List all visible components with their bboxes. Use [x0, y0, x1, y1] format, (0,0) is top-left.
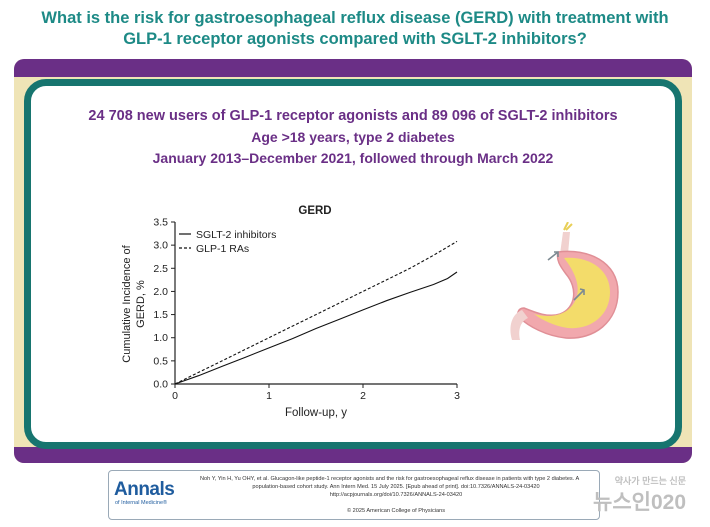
citation-line-2: population-based cohort study. Ann Inter…	[252, 484, 540, 490]
citation-text: Noh Y, Yin H, Yu OHY, et al. Glucagon-li…	[200, 475, 592, 499]
duodenum-shape	[510, 310, 528, 340]
reflux-splash-icon	[563, 222, 573, 231]
study-population: 24 708 new users of GLP-1 receptor agoni…	[88, 108, 618, 124]
legend-label: GLP-1 RAs	[196, 243, 249, 255]
y-axis-label-line-1: Cumulative Incidence of	[121, 244, 133, 362]
gerd-chart: GERD 0 1 2 3 0.0 0.5 1.0 1.5 2.0 2.5 3.0 3.5 SGLT-2 …	[121, 205, 460, 419]
x-tick-label: 0	[172, 390, 178, 402]
band-top-stripe	[14, 59, 692, 77]
watermark-logo: 뉴스인020	[593, 491, 686, 514]
y-tick-label: 1.0	[153, 332, 168, 344]
esophagus-shape	[560, 232, 570, 254]
study-period: January 2013–December 2021, followed thr…	[152, 150, 554, 166]
watermark: 약사가 만드는 신문 뉴스인020	[593, 474, 686, 516]
arrow-icon	[573, 288, 585, 301]
stomach-acid-icon	[534, 257, 610, 329]
series-line-glp1	[174, 240, 458, 385]
y-tick-label: 0.5	[153, 355, 168, 367]
series-line-sglt2	[174, 271, 458, 385]
watermark-tagline: 약사가 만드는 신문	[614, 476, 686, 486]
stomach-illustration	[510, 222, 619, 340]
legend-label: SGLT-2 inhibitors	[196, 229, 276, 241]
y-tick-label: 3.5	[153, 217, 168, 229]
arrow-icon	[547, 251, 559, 261]
citation-box	[108, 470, 600, 520]
y-axis-label-line-2: GERD, %	[135, 280, 147, 328]
x-tick-label: 2	[360, 390, 366, 402]
page-title: What is the risk for gastroesophageal re…	[0, 8, 710, 50]
chart-title: GERD	[298, 205, 331, 217]
copyright: © 2025 American College of Physicians	[346, 508, 446, 514]
title-line-2: GLP-1 receptor agonists compared with SG…	[123, 30, 587, 48]
y-tick-label: 0.0	[153, 379, 168, 391]
x-tick-label: 3	[454, 390, 460, 402]
x-axis-label: Follow-up, y	[285, 407, 347, 419]
journal-logo: Annals	[114, 479, 175, 500]
y-tick-label: 3.0	[153, 240, 168, 252]
citation-line-3: http://acpjournals.org/doi/10.7326/ANNAL…	[329, 492, 463, 498]
x-tick-label: 1	[266, 390, 272, 402]
title-line-1: What is the risk for gastroesophageal re…	[41, 9, 669, 27]
y-tick-label: 1.5	[153, 309, 168, 321]
band-bottom-stripe	[14, 447, 692, 463]
study-criteria: Age >18 years, type 2 diabetes	[251, 129, 455, 145]
plot-area: 0 1 2 3 0.0 0.5 1.0 1.5 2.0 2.5 3.0 3.5 SGLT-2 inhib…	[153, 217, 460, 403]
y-tick-label: 2.5	[153, 263, 168, 275]
citation-line-1: Noh Y, Yin H, Yu OHY, et al. Glucagon-li…	[200, 476, 580, 482]
y-tick-label: 2.0	[153, 286, 168, 298]
journal-logo-subtitle: of Internal Medicine®	[115, 500, 168, 506]
